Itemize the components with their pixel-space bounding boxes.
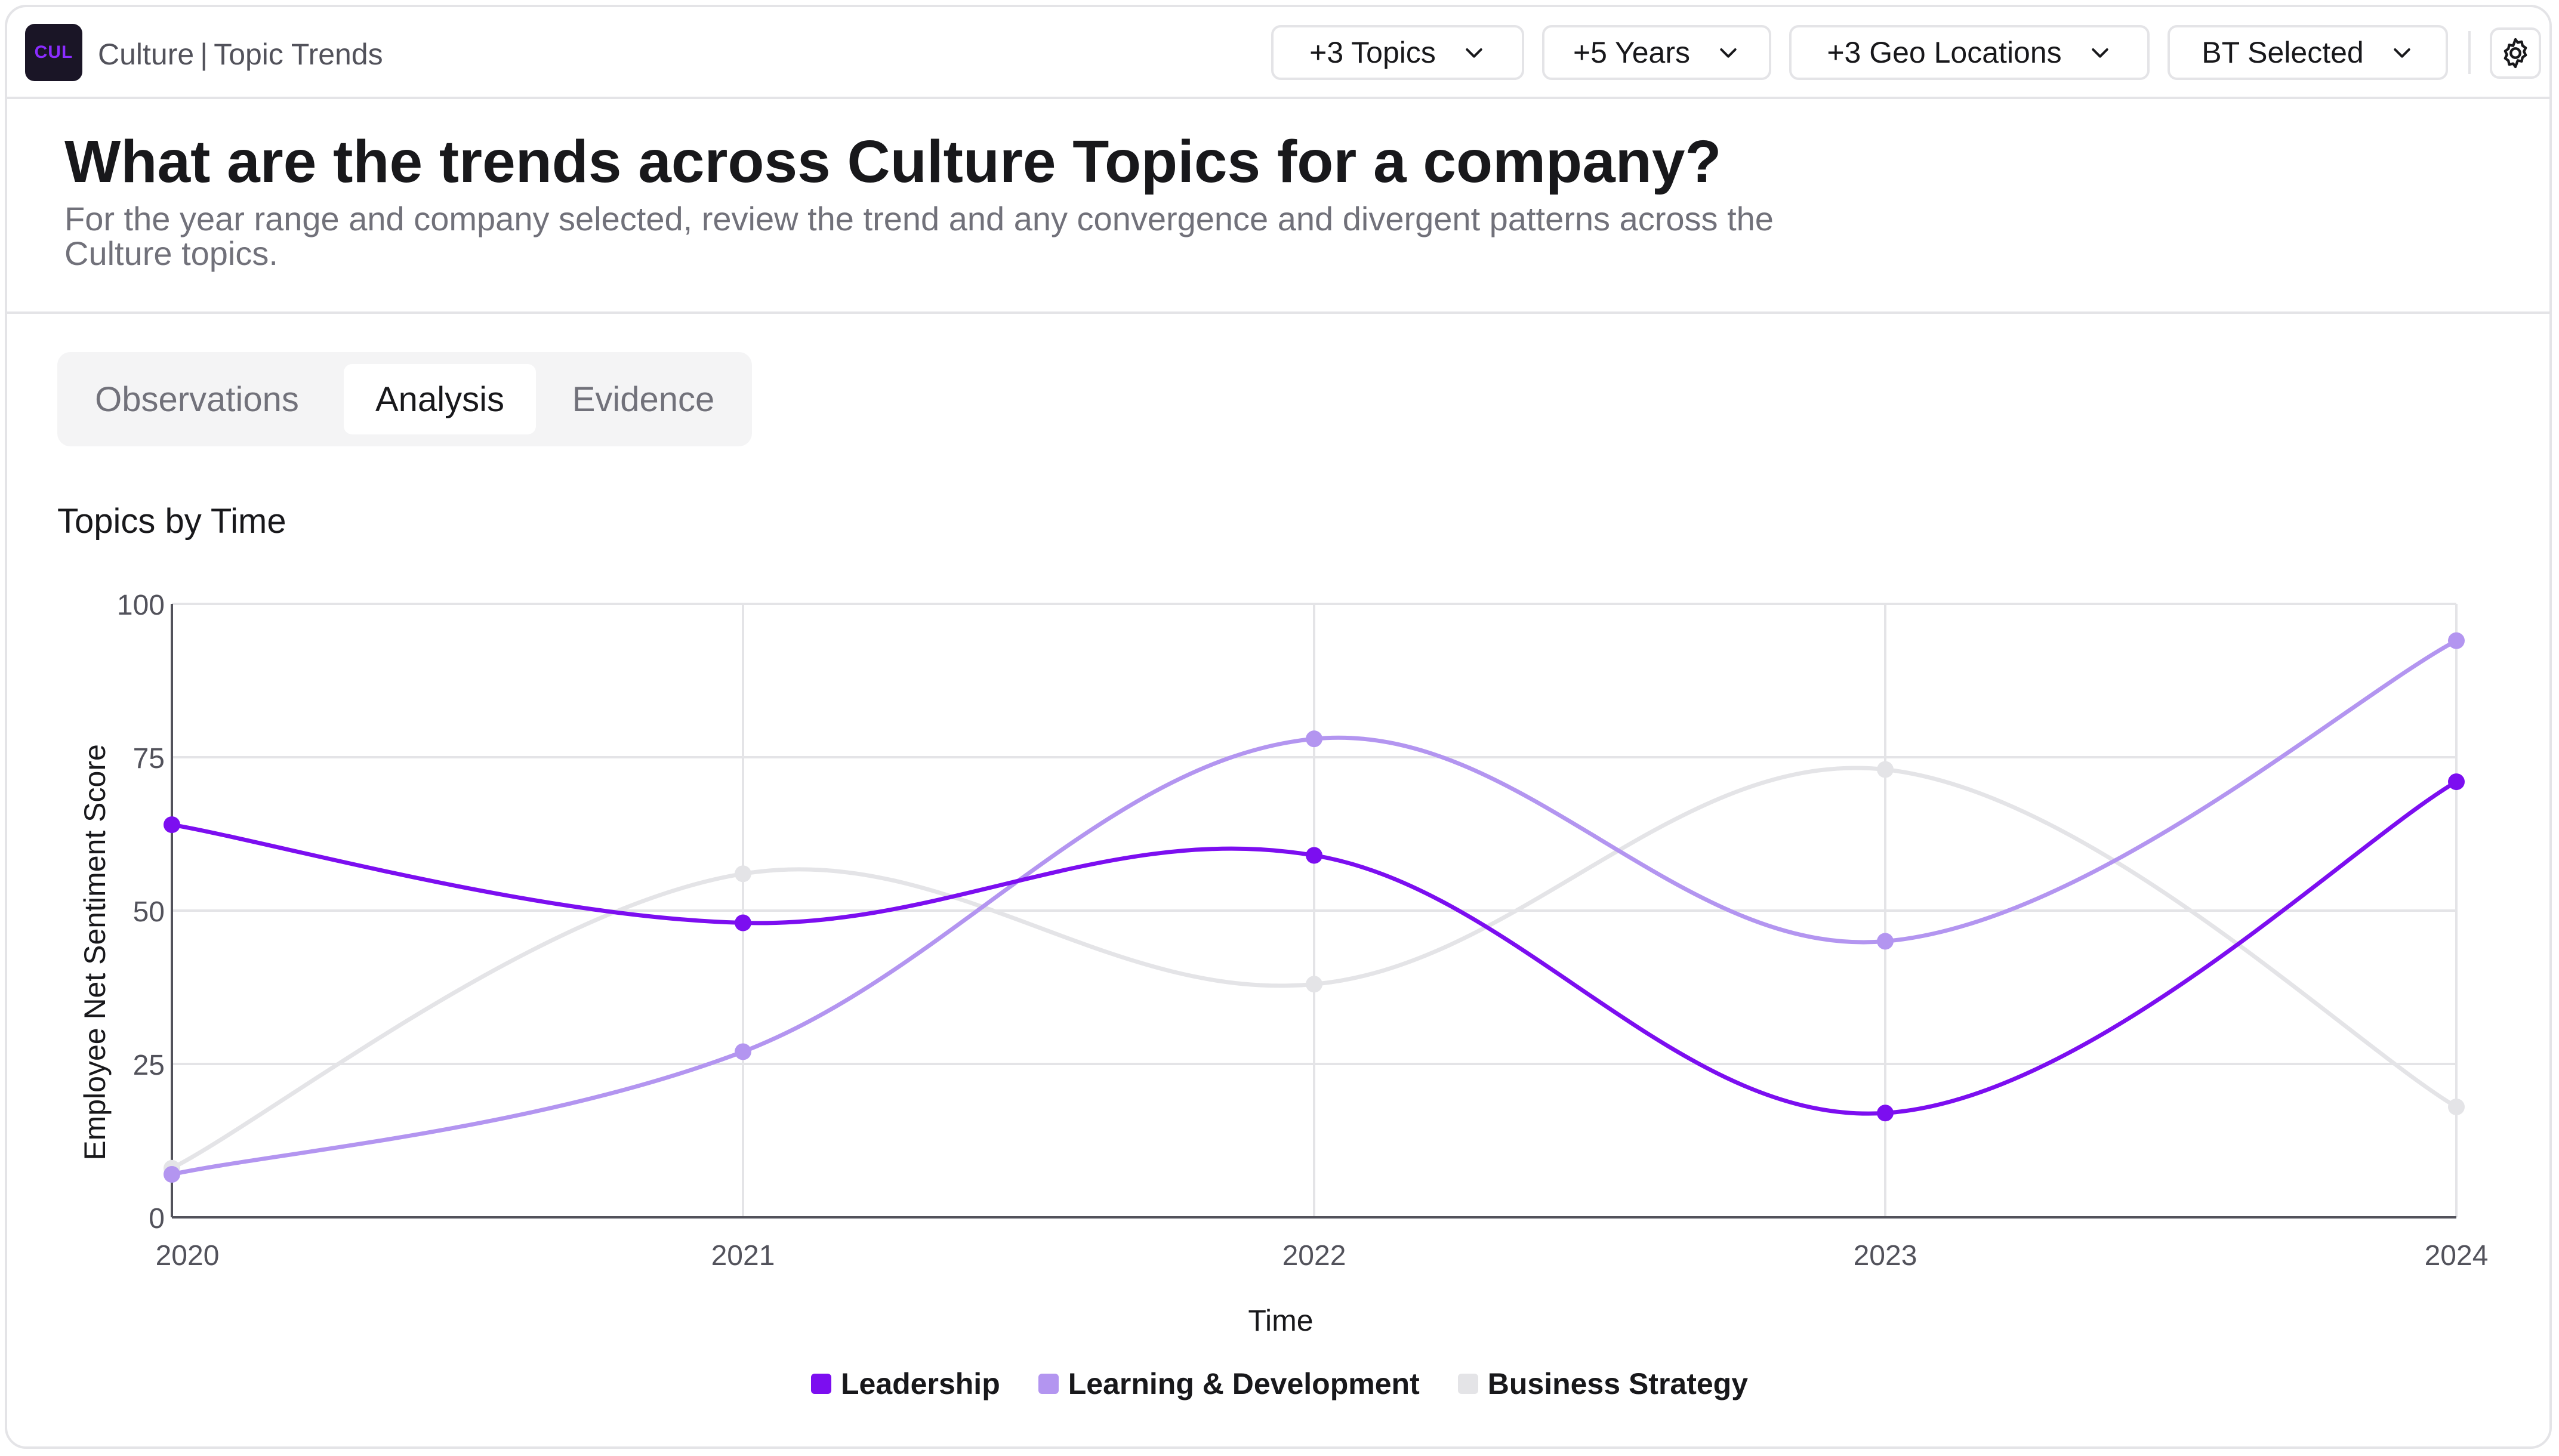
header-divider [2468, 31, 2471, 74]
view-tabs: Observations Analysis Evidence [57, 352, 752, 446]
legend-swatch [1457, 1374, 1478, 1394]
chevron-down-icon [1720, 48, 1737, 58]
bt-filter-label: BT Selected [2202, 36, 2364, 69]
chevron-down-icon [1466, 48, 1482, 58]
page-header: What are the trends across Culture Topic… [7, 99, 2549, 314]
tab-evidence[interactable]: Evidence [572, 380, 715, 419]
breadcrumb: Culture | Topic Trends [98, 37, 383, 72]
legend-swatch [1038, 1374, 1059, 1394]
top-bar: CUL Culture | Topic Trends +3 Topics +5 Ye… [7, 7, 2549, 99]
legend-label: Business Strategy [1487, 1367, 1749, 1401]
topics-filter-dropdown[interactable]: +3 Topics [1271, 25, 1524, 80]
page-title: What are the trends across Culture Topic… [64, 128, 1722, 195]
legend-label: Learning & Development [1068, 1367, 1420, 1401]
gear-icon [2503, 38, 2527, 69]
legend-item-learning-development[interactable]: Learning & Development [1038, 1366, 1420, 1401]
tab-analysis[interactable]: Analysis [344, 364, 536, 434]
bt-filter-dropdown[interactable]: BT Selected [2168, 25, 2448, 80]
legend-item-business-strategy[interactable]: Business Strategy [1457, 1366, 1749, 1401]
geo-locations-filter-dropdown[interactable]: +3 Geo Locations [1789, 25, 2150, 80]
legend-label: Leadership [840, 1367, 1000, 1401]
breadcrumb-app[interactable]: Culture [98, 38, 195, 71]
settings-button[interactable] [2490, 27, 2541, 79]
years-filter-dropdown[interactable]: +5 Years [1542, 25, 1771, 80]
chart-title: Topics by Time [57, 502, 286, 541]
geo-filter-label: +3 Geo Locations [1827, 36, 2062, 69]
years-filter-label: +5 Years [1573, 36, 1691, 69]
app-logo[interactable]: CUL [25, 24, 82, 81]
page-subtitle: For the year range and company selected,… [64, 200, 1774, 272]
legend-item-leadership[interactable]: Leadership [810, 1366, 1000, 1401]
app-window: CUL Culture | Topic Trends +3 Topics +5 Ye… [5, 5, 2552, 1449]
chevron-down-icon [2092, 48, 2108, 58]
tab-observations[interactable]: Observations [95, 380, 299, 419]
chart-legend: Leadership Learning & Development Business… [0, 1366, 2559, 1401]
legend-swatch [810, 1374, 831, 1394]
breadcrumb-page: Topic Trends [214, 38, 383, 71]
chevron-down-icon [2394, 48, 2410, 58]
topics-filter-label: +3 Topics [1309, 36, 1436, 69]
breadcrumb-separator: | [200, 38, 208, 71]
